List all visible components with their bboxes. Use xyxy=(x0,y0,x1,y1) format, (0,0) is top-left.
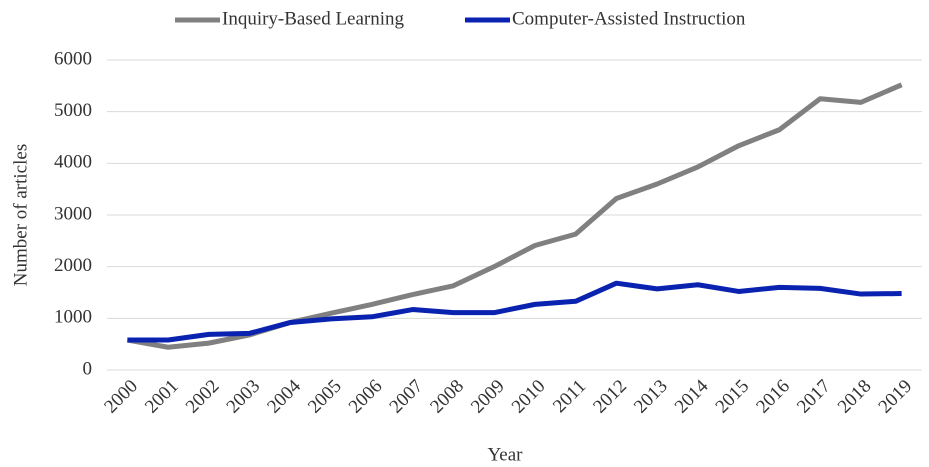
x-tick-label: 2003 xyxy=(223,376,265,418)
y-tick-label: 6000 xyxy=(54,48,92,69)
x-tick-label: 2017 xyxy=(793,376,835,418)
x-tick-label: 2019 xyxy=(875,376,917,418)
x-tick-label: 2008 xyxy=(426,376,468,418)
series-line xyxy=(127,280,902,343)
x-tick-label: 2012 xyxy=(589,376,631,418)
x-tick-label: 2016 xyxy=(752,376,794,418)
legend-label: Inquiry-Based Learning xyxy=(222,8,405,29)
y-tick-label: 1000 xyxy=(54,307,92,328)
y-tick-label: 4000 xyxy=(54,152,92,173)
legend-label: Computer-Assisted Instruction xyxy=(512,8,746,29)
x-tick-label: 2011 xyxy=(549,376,590,417)
y-tick-label: 5000 xyxy=(54,100,92,121)
x-tick-label: 2004 xyxy=(263,375,305,417)
x-tick-label: 2010 xyxy=(508,376,550,418)
x-tick-label: 2006 xyxy=(345,376,387,418)
y-tick-label: 2000 xyxy=(54,255,92,276)
x-tick-label: 2014 xyxy=(671,375,713,417)
y-axis-label: Number of articles xyxy=(10,144,31,286)
x-axis-label: Year xyxy=(487,444,523,465)
x-tick-label: 2018 xyxy=(834,376,876,418)
x-tick-label: 2015 xyxy=(712,376,754,418)
x-tick-label: 2002 xyxy=(182,376,224,418)
x-tick-label: 2001 xyxy=(141,376,183,418)
x-tick-label: 2007 xyxy=(386,376,428,418)
x-tick-label: 2013 xyxy=(630,376,672,418)
x-tick-label: 2009 xyxy=(467,376,509,418)
x-tick-label: 2000 xyxy=(100,376,142,418)
x-tick-label: 2005 xyxy=(304,376,346,418)
y-tick-label: 0 xyxy=(83,358,93,379)
y-tick-label: 3000 xyxy=(54,203,92,224)
